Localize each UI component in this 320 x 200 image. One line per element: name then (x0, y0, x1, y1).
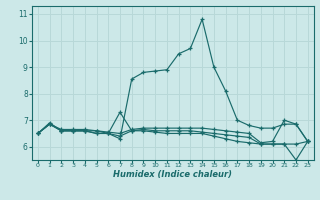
X-axis label: Humidex (Indice chaleur): Humidex (Indice chaleur) (113, 170, 232, 179)
